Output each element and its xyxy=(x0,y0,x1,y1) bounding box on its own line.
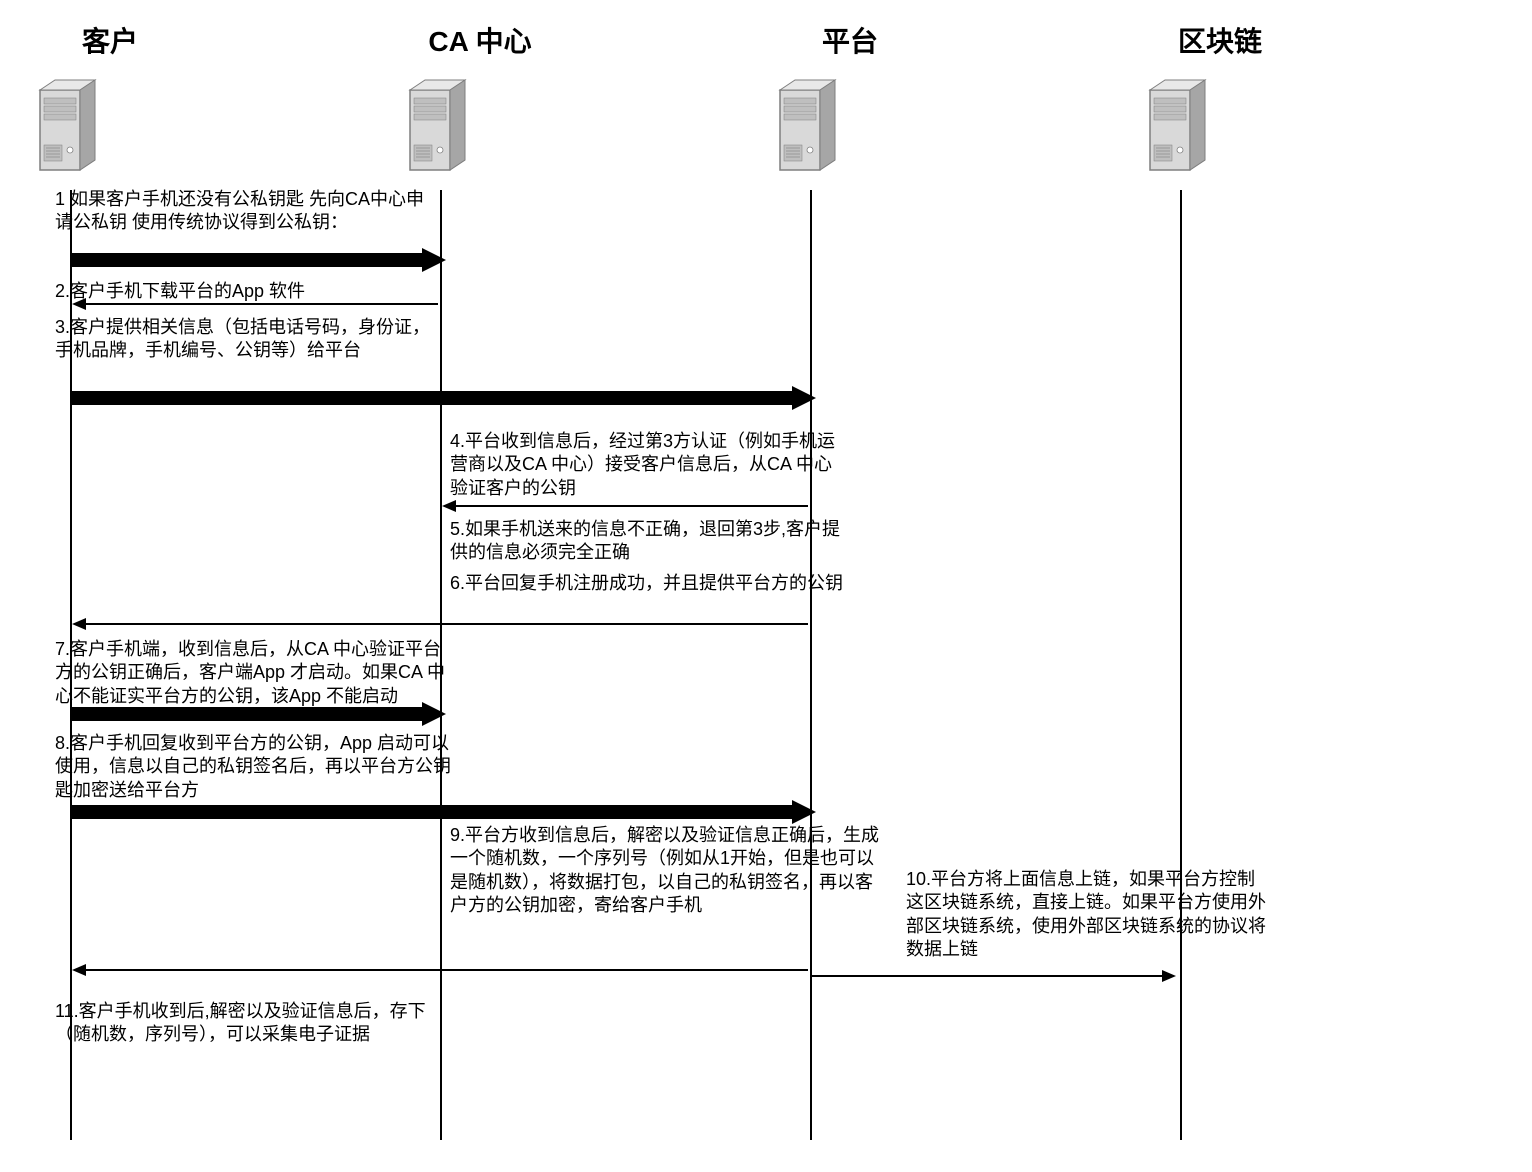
message-9-label: 9.平台方收到信息后，解密以及验证信息正确后，生成一个随机数，一个序列号（例如从… xyxy=(450,824,890,918)
message-5-label: 5.如果手机送来的信息不正确，退回第3步,客户提供的信息必须完全正确 xyxy=(450,518,850,565)
message-8-arrowhead xyxy=(792,800,816,824)
message-7-arrow xyxy=(72,707,426,721)
message-3-arrowhead xyxy=(792,386,816,410)
message-1-label: 1 如果客户手机还没有公私钥匙 先向CA中心申请公私钥 使用传统协议得到公私钥： xyxy=(55,188,435,235)
message-6-label: 6.平台回复手机注册成功，并且提供平台方的公钥 xyxy=(450,572,850,595)
message-7-label: 7.客户手机端，收到信息后，从CA 中心验证平台方的公钥正确后，客户端App 才… xyxy=(55,638,455,708)
server-icon-blockchain xyxy=(1140,70,1220,180)
message-10-arrow xyxy=(812,975,1166,977)
message-4-arrow xyxy=(454,505,808,507)
message-2-arrow xyxy=(84,303,438,305)
participant-label-blockchain: 区块链 xyxy=(1120,20,1320,60)
message-4-label: 4.平台收到信息后，经过第3方认证（例如手机运营商以及CA 中心）接受客户信息后… xyxy=(450,430,850,500)
message-9-arrowhead xyxy=(72,964,86,976)
sequence-diagram: 客户 CA 中心 平台 xyxy=(20,20,1512,1152)
message-6-arrowhead xyxy=(72,618,86,630)
lifeline-platform xyxy=(810,190,812,1140)
message-3-arrow xyxy=(72,391,796,405)
message-8-label: 8.客户手机回复收到平台方的公钥，App 启动可以使用，信息以自己的私钥签名后，… xyxy=(55,732,455,802)
server-icon-ca xyxy=(400,70,480,180)
lifeline-blockchain xyxy=(1180,190,1182,1140)
message-2-arrowhead xyxy=(72,298,86,310)
message-2-label: 2.客户手机下载平台的App 软件 xyxy=(55,280,435,303)
message-11-label: 11.客户手机收到后,解密以及验证信息后，存下（随机数，序列号），可以采集电子证… xyxy=(55,1000,455,1047)
participant-label-platform: 平台 xyxy=(750,20,950,60)
participant-label-ca: CA 中心 xyxy=(380,20,580,60)
message-10-arrowhead xyxy=(1162,970,1176,982)
message-9-arrow xyxy=(84,969,808,971)
message-10-label: 10.平台方将上面信息上链，如果平台方控制这区块链系统，直接上链。如果平台方使用… xyxy=(906,868,1266,962)
message-6-arrow xyxy=(84,623,808,625)
message-7-arrowhead xyxy=(422,702,446,726)
message-4-arrowhead xyxy=(442,500,456,512)
message-3-label: 3.客户提供相关信息（包括电话号码，身份证，手机品牌，手机编号、公钥等）给平台 xyxy=(55,316,435,363)
server-icon-platform xyxy=(770,70,850,180)
message-1-arrowhead xyxy=(422,248,446,272)
message-1-arrow xyxy=(72,253,426,267)
message-8-arrow xyxy=(72,805,796,819)
server-icon-client xyxy=(30,70,110,180)
participant-label-client: 客户 xyxy=(10,20,210,60)
